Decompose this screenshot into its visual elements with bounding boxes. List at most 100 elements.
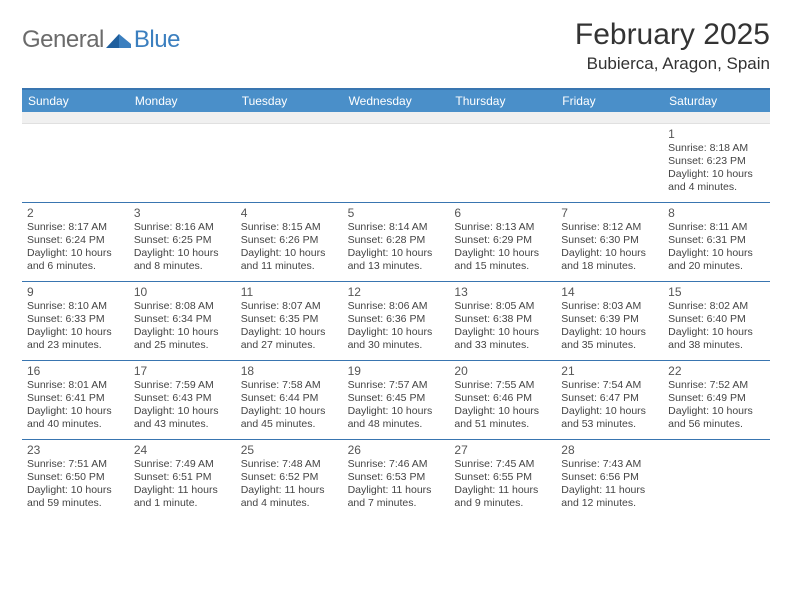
weeks-container: ........................1Sunrise: 8:18 A…: [22, 124, 770, 518]
day-cell: 24Sunrise: 7:49 AMSunset: 6:51 PMDayligh…: [129, 440, 236, 518]
daylight-text: Daylight: 10 hours and 20 minutes.: [668, 247, 765, 273]
day-details: Sunrise: 7:57 AMSunset: 6:45 PMDaylight:…: [348, 379, 445, 432]
sunset-text: Sunset: 6:46 PM: [454, 392, 551, 405]
day-number: 27: [454, 443, 551, 457]
sunset-text: Sunset: 6:41 PM: [27, 392, 124, 405]
day-number: 18: [241, 364, 338, 378]
day-cell: 15Sunrise: 8:02 AMSunset: 6:40 PMDayligh…: [663, 282, 770, 360]
day-cell: 12Sunrise: 8:06 AMSunset: 6:36 PMDayligh…: [343, 282, 450, 360]
sunrise-text: Sunrise: 7:58 AM: [241, 379, 338, 392]
daylight-text: Daylight: 11 hours and 1 minute.: [134, 484, 231, 510]
day-number: 12: [348, 285, 445, 299]
sunrise-text: Sunrise: 7:49 AM: [134, 458, 231, 471]
day-number: 4: [241, 206, 338, 220]
sunrise-text: Sunrise: 8:12 AM: [561, 221, 658, 234]
day-details: Sunrise: 8:07 AMSunset: 6:35 PMDaylight:…: [241, 300, 338, 353]
daylight-text: Daylight: 10 hours and 53 minutes.: [561, 405, 658, 431]
day-details: Sunrise: 8:01 AMSunset: 6:41 PMDaylight:…: [27, 379, 124, 432]
day-cell: 20Sunrise: 7:55 AMSunset: 6:46 PMDayligh…: [449, 361, 556, 439]
sunset-text: Sunset: 6:39 PM: [561, 313, 658, 326]
sunrise-text: Sunrise: 8:13 AM: [454, 221, 551, 234]
dayname-tuesday: Tuesday: [236, 90, 343, 112]
logo-mark-icon: [106, 30, 132, 50]
sunrise-text: Sunrise: 8:11 AM: [668, 221, 765, 234]
day-details: Sunrise: 7:51 AMSunset: 6:50 PMDaylight:…: [27, 458, 124, 511]
daylight-text: Daylight: 10 hours and 8 minutes.: [134, 247, 231, 273]
sunset-text: Sunset: 6:23 PM: [668, 155, 765, 168]
day-details: Sunrise: 7:49 AMSunset: 6:51 PMDaylight:…: [134, 458, 231, 511]
day-details: Sunrise: 7:45 AMSunset: 6:55 PMDaylight:…: [454, 458, 551, 511]
day-details: Sunrise: 7:46 AMSunset: 6:53 PMDaylight:…: [348, 458, 445, 511]
day-cell: 17Sunrise: 7:59 AMSunset: 6:43 PMDayligh…: [129, 361, 236, 439]
day-number: 26: [348, 443, 445, 457]
daylight-text: Daylight: 10 hours and 27 minutes.: [241, 326, 338, 352]
sunset-text: Sunset: 6:52 PM: [241, 471, 338, 484]
daylight-text: Daylight: 10 hours and 33 minutes.: [454, 326, 551, 352]
daylight-text: Daylight: 10 hours and 35 minutes.: [561, 326, 658, 352]
location-label: Bubierca, Aragon, Spain: [575, 54, 770, 74]
week-row: 23Sunrise: 7:51 AMSunset: 6:50 PMDayligh…: [22, 439, 770, 518]
day-cell: 22Sunrise: 7:52 AMSunset: 6:49 PMDayligh…: [663, 361, 770, 439]
daylight-text: Daylight: 10 hours and 51 minutes.: [454, 405, 551, 431]
day-cell: 18Sunrise: 7:58 AMSunset: 6:44 PMDayligh…: [236, 361, 343, 439]
dayname-row: SundayMondayTuesdayWednesdayThursdayFrid…: [22, 90, 770, 112]
sunset-text: Sunset: 6:29 PM: [454, 234, 551, 247]
day-details: Sunrise: 8:17 AMSunset: 6:24 PMDaylight:…: [27, 221, 124, 274]
day-details: Sunrise: 8:05 AMSunset: 6:38 PMDaylight:…: [454, 300, 551, 353]
day-number: 9: [27, 285, 124, 299]
day-details: Sunrise: 8:12 AMSunset: 6:30 PMDaylight:…: [561, 221, 658, 274]
day-cell: 1Sunrise: 8:18 AMSunset: 6:23 PMDaylight…: [663, 124, 770, 202]
day-details: Sunrise: 8:13 AMSunset: 6:29 PMDaylight:…: [454, 221, 551, 274]
sunset-text: Sunset: 6:24 PM: [27, 234, 124, 247]
day-number: 22: [668, 364, 765, 378]
sunset-text: Sunset: 6:45 PM: [348, 392, 445, 405]
daylight-text: Daylight: 10 hours and 45 minutes.: [241, 405, 338, 431]
day-details: Sunrise: 8:06 AMSunset: 6:36 PMDaylight:…: [348, 300, 445, 353]
daylight-text: Daylight: 10 hours and 11 minutes.: [241, 247, 338, 273]
sunset-text: Sunset: 6:31 PM: [668, 234, 765, 247]
legend-row: [22, 112, 770, 124]
day-number: 15: [668, 285, 765, 299]
title-block: February 2025 Bubierca, Aragon, Spain: [575, 18, 770, 74]
day-number: 20: [454, 364, 551, 378]
day-details: Sunrise: 7:59 AMSunset: 6:43 PMDaylight:…: [134, 379, 231, 432]
day-number: 28: [561, 443, 658, 457]
day-cell: 11Sunrise: 8:07 AMSunset: 6:35 PMDayligh…: [236, 282, 343, 360]
sunrise-text: Sunrise: 7:51 AM: [27, 458, 124, 471]
day-number: 8: [668, 206, 765, 220]
day-details: Sunrise: 7:52 AMSunset: 6:49 PMDaylight:…: [668, 379, 765, 432]
day-details: Sunrise: 7:55 AMSunset: 6:46 PMDaylight:…: [454, 379, 551, 432]
day-cell: 6Sunrise: 8:13 AMSunset: 6:29 PMDaylight…: [449, 203, 556, 281]
day-details: Sunrise: 8:10 AMSunset: 6:33 PMDaylight:…: [27, 300, 124, 353]
sunrise-text: Sunrise: 8:08 AM: [134, 300, 231, 313]
sunrise-text: Sunrise: 7:45 AM: [454, 458, 551, 471]
daylight-text: Daylight: 10 hours and 4 minutes.: [668, 168, 765, 194]
sunrise-text: Sunrise: 7:57 AM: [348, 379, 445, 392]
sunset-text: Sunset: 6:43 PM: [134, 392, 231, 405]
daylight-text: Daylight: 10 hours and 13 minutes.: [348, 247, 445, 273]
day-number: 23: [27, 443, 124, 457]
day-number: 25: [241, 443, 338, 457]
week-row: 9Sunrise: 8:10 AMSunset: 6:33 PMDaylight…: [22, 281, 770, 360]
sunrise-text: Sunrise: 8:17 AM: [27, 221, 124, 234]
sunrise-text: Sunrise: 8:02 AM: [668, 300, 765, 313]
sunset-text: Sunset: 6:51 PM: [134, 471, 231, 484]
daylight-text: Daylight: 11 hours and 7 minutes.: [348, 484, 445, 510]
day-number: 24: [134, 443, 231, 457]
day-cell: 14Sunrise: 8:03 AMSunset: 6:39 PMDayligh…: [556, 282, 663, 360]
week-row: ........................1Sunrise: 8:18 A…: [22, 124, 770, 202]
daylight-text: Daylight: 10 hours and 6 minutes.: [27, 247, 124, 273]
daylight-text: Daylight: 10 hours and 43 minutes.: [134, 405, 231, 431]
day-cell-empty: ....: [236, 124, 343, 202]
page-title: February 2025: [575, 18, 770, 52]
sunset-text: Sunset: 6:26 PM: [241, 234, 338, 247]
sunset-text: Sunset: 6:56 PM: [561, 471, 658, 484]
logo-text-blue: Blue: [134, 26, 180, 54]
day-number: 3: [134, 206, 231, 220]
day-number: 21: [561, 364, 658, 378]
daylight-text: Daylight: 11 hours and 9 minutes.: [454, 484, 551, 510]
sunset-text: Sunset: 6:44 PM: [241, 392, 338, 405]
daylight-text: Daylight: 11 hours and 12 minutes.: [561, 484, 658, 510]
logo-text-general: General: [22, 26, 104, 54]
day-cell-empty: ....: [556, 124, 663, 202]
